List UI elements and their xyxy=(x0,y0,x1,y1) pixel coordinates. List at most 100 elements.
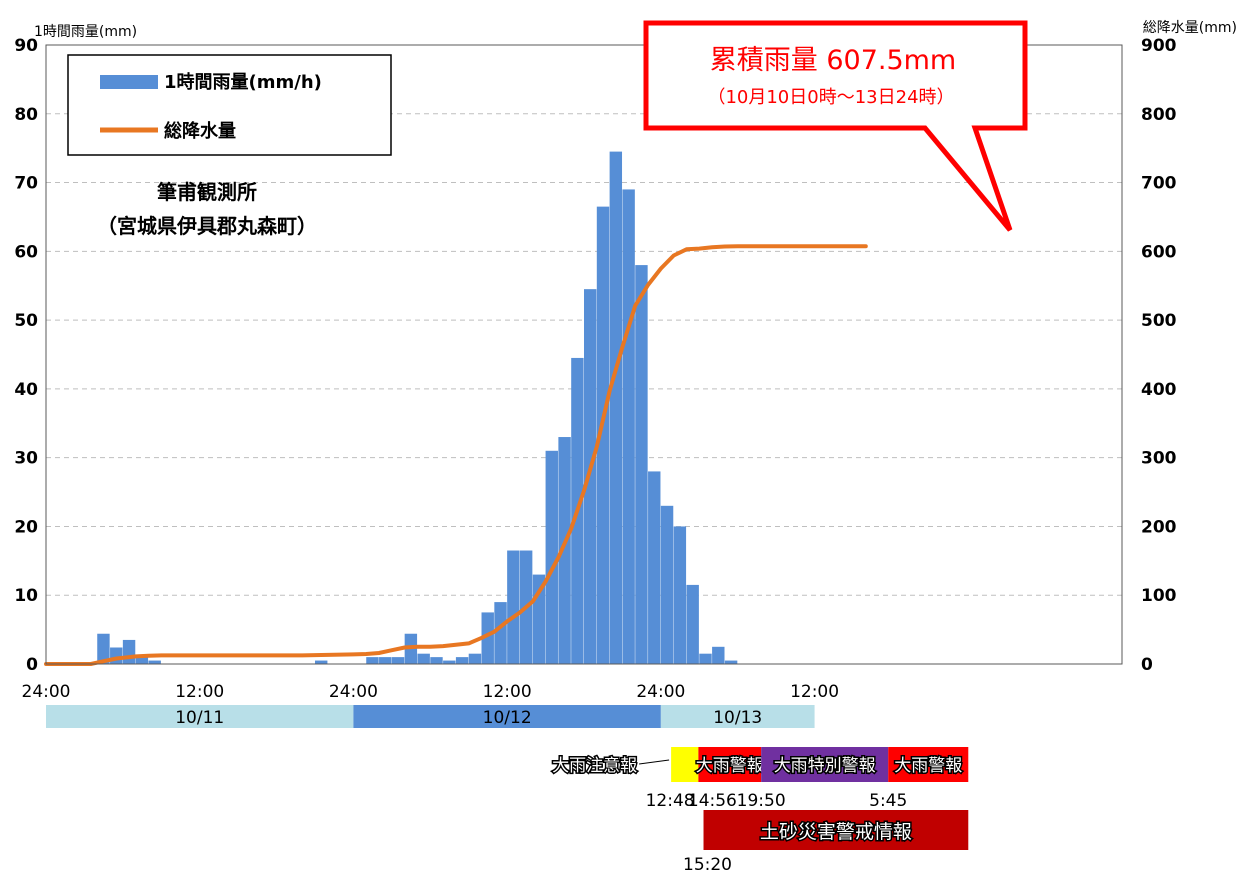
rainfall-bar xyxy=(315,660,328,664)
rainfall-bar xyxy=(468,653,482,664)
left-tick-label: 50 xyxy=(14,311,38,331)
sediment-warning-label: 土砂災害警戒情報 xyxy=(760,821,912,843)
left-tick-label: 80 xyxy=(14,105,38,125)
cumulative-rainfall-callout: 累積雨量 607.5mm （10月10日0時～13日24時） xyxy=(643,20,1028,232)
rainfall-bar xyxy=(135,656,149,664)
rainfall-bar xyxy=(443,660,456,664)
callout-title: 累積雨量 607.5mm xyxy=(710,45,956,76)
left-tick-label: 70 xyxy=(14,174,38,194)
rainfall-bar xyxy=(635,265,648,664)
rainfall-bar xyxy=(366,657,379,664)
right-tick-label: 600 xyxy=(1141,242,1177,262)
station-location: （宮城県伊具郡丸森町） xyxy=(97,214,317,238)
rainfall-bar xyxy=(148,660,161,664)
total-rainfall-line-layer xyxy=(44,244,868,666)
left-tick-label: 0 xyxy=(26,655,38,675)
warning-bar xyxy=(671,747,699,782)
warning-bar xyxy=(698,747,762,782)
legend-bar-swatch xyxy=(100,75,158,89)
right-tick-label: 500 xyxy=(1141,311,1177,331)
right-tick-label: 200 xyxy=(1141,517,1177,537)
left-tick-label: 30 xyxy=(14,449,38,469)
rainfall-bar xyxy=(660,505,674,664)
date-band xyxy=(46,705,354,728)
rainfall-bar xyxy=(507,550,520,664)
right-tick-label: 300 xyxy=(1141,449,1177,469)
left-tick-label: 90 xyxy=(14,36,38,56)
rainfall-bar xyxy=(379,657,392,664)
rainfall-bar xyxy=(686,584,699,664)
date-band-label: 10/12 xyxy=(483,708,532,728)
warning-time-label: 12:48 xyxy=(646,791,695,811)
rainfall-bar xyxy=(110,647,123,664)
right-tick-label: 100 xyxy=(1141,586,1177,606)
warning-label: 大雨警報 xyxy=(894,756,962,776)
rainfall-bar xyxy=(494,602,507,664)
warning-label: 大雨特別警報 xyxy=(774,756,876,776)
right-tick-label: 0 xyxy=(1141,655,1153,675)
rainfall-bar xyxy=(481,612,494,664)
x-tick-label: 24:00 xyxy=(329,682,378,702)
rainfall-bar xyxy=(724,660,738,664)
date-bands: 10/11 10/12 10/13 xyxy=(46,705,815,728)
rainfall-bar xyxy=(584,289,597,664)
date-band xyxy=(660,705,815,728)
left-tick-label: 60 xyxy=(14,242,38,262)
date-band xyxy=(353,705,661,728)
rainfall-bar xyxy=(417,653,430,664)
warning-bar xyxy=(888,747,969,782)
right-tick-label: 800 xyxy=(1141,105,1177,125)
sediment-warning-time: 15:20 xyxy=(683,855,732,875)
right-tick-label: 400 xyxy=(1141,380,1177,400)
rainfall-bar xyxy=(673,526,687,664)
rainfall-bar xyxy=(596,206,610,664)
warning-leader-line xyxy=(639,759,670,765)
legend-bar-label: 1時間雨量(mm/h) xyxy=(164,71,322,93)
legend-line-label: 総降水量 xyxy=(164,120,236,142)
legend: 1時間雨量(mm/h) 総降水量 xyxy=(67,54,392,156)
rainfall-bar xyxy=(558,437,571,664)
sediment-warning-bar xyxy=(703,810,969,850)
date-band-label: 10/11 xyxy=(175,708,224,728)
rainfall-bar xyxy=(622,189,635,664)
right-tick-label: 900 xyxy=(1141,36,1177,56)
total-rainfall-line xyxy=(44,244,868,666)
rainfall-bar xyxy=(122,639,136,664)
hourly-rainfall-bars xyxy=(97,151,738,664)
rainfall-bar xyxy=(97,633,110,664)
rainfall-bar xyxy=(545,450,558,664)
rainfall-bar xyxy=(609,151,623,664)
rainfall-bar xyxy=(391,657,405,664)
station-name: 筆甫観測所 xyxy=(157,180,257,204)
rainfall-bar xyxy=(712,646,725,664)
callout-balloon xyxy=(643,20,1028,232)
right-axis-title: 総降水量(mm) xyxy=(1143,20,1237,36)
x-tick-label: 12:00 xyxy=(790,682,839,702)
right-tick-label: 700 xyxy=(1141,174,1177,194)
x-tick-label: 24:00 xyxy=(636,682,685,702)
axes: 0 0 10 100 20 200 30 300 40 400 50 500 60 600 70 700 80 8… xyxy=(14,36,1176,702)
legend-box xyxy=(67,54,392,156)
rainfall-bar xyxy=(648,471,661,664)
x-tick-label: 12:00 xyxy=(483,682,532,702)
warning-label: 大雨警報 xyxy=(696,756,764,776)
rainfall-bar xyxy=(455,657,469,664)
left-tick-label: 20 xyxy=(14,517,38,537)
date-band-label: 10/13 xyxy=(713,708,762,728)
rainfall-bar xyxy=(699,653,712,664)
plot-frame xyxy=(45,44,1123,665)
warning-time-label: 19:50 xyxy=(737,791,786,811)
rainfall-bar xyxy=(430,657,443,664)
callout-subtitle: （10月10日0時～13日24時） xyxy=(707,87,954,108)
x-tick-label: 24:00 xyxy=(22,682,71,702)
warning-time-label: 14:56 xyxy=(688,791,737,811)
x-tick-label: 12:00 xyxy=(175,682,224,702)
warning-label: 大雨注意報 xyxy=(552,756,637,776)
left-tick-label: 40 xyxy=(14,380,38,400)
warning-time-label: 5:45 xyxy=(869,791,907,811)
left-axis-title: 1時間雨量(mm) xyxy=(34,24,137,40)
left-tick-label: 10 xyxy=(14,586,38,606)
warning-bar xyxy=(761,747,889,782)
